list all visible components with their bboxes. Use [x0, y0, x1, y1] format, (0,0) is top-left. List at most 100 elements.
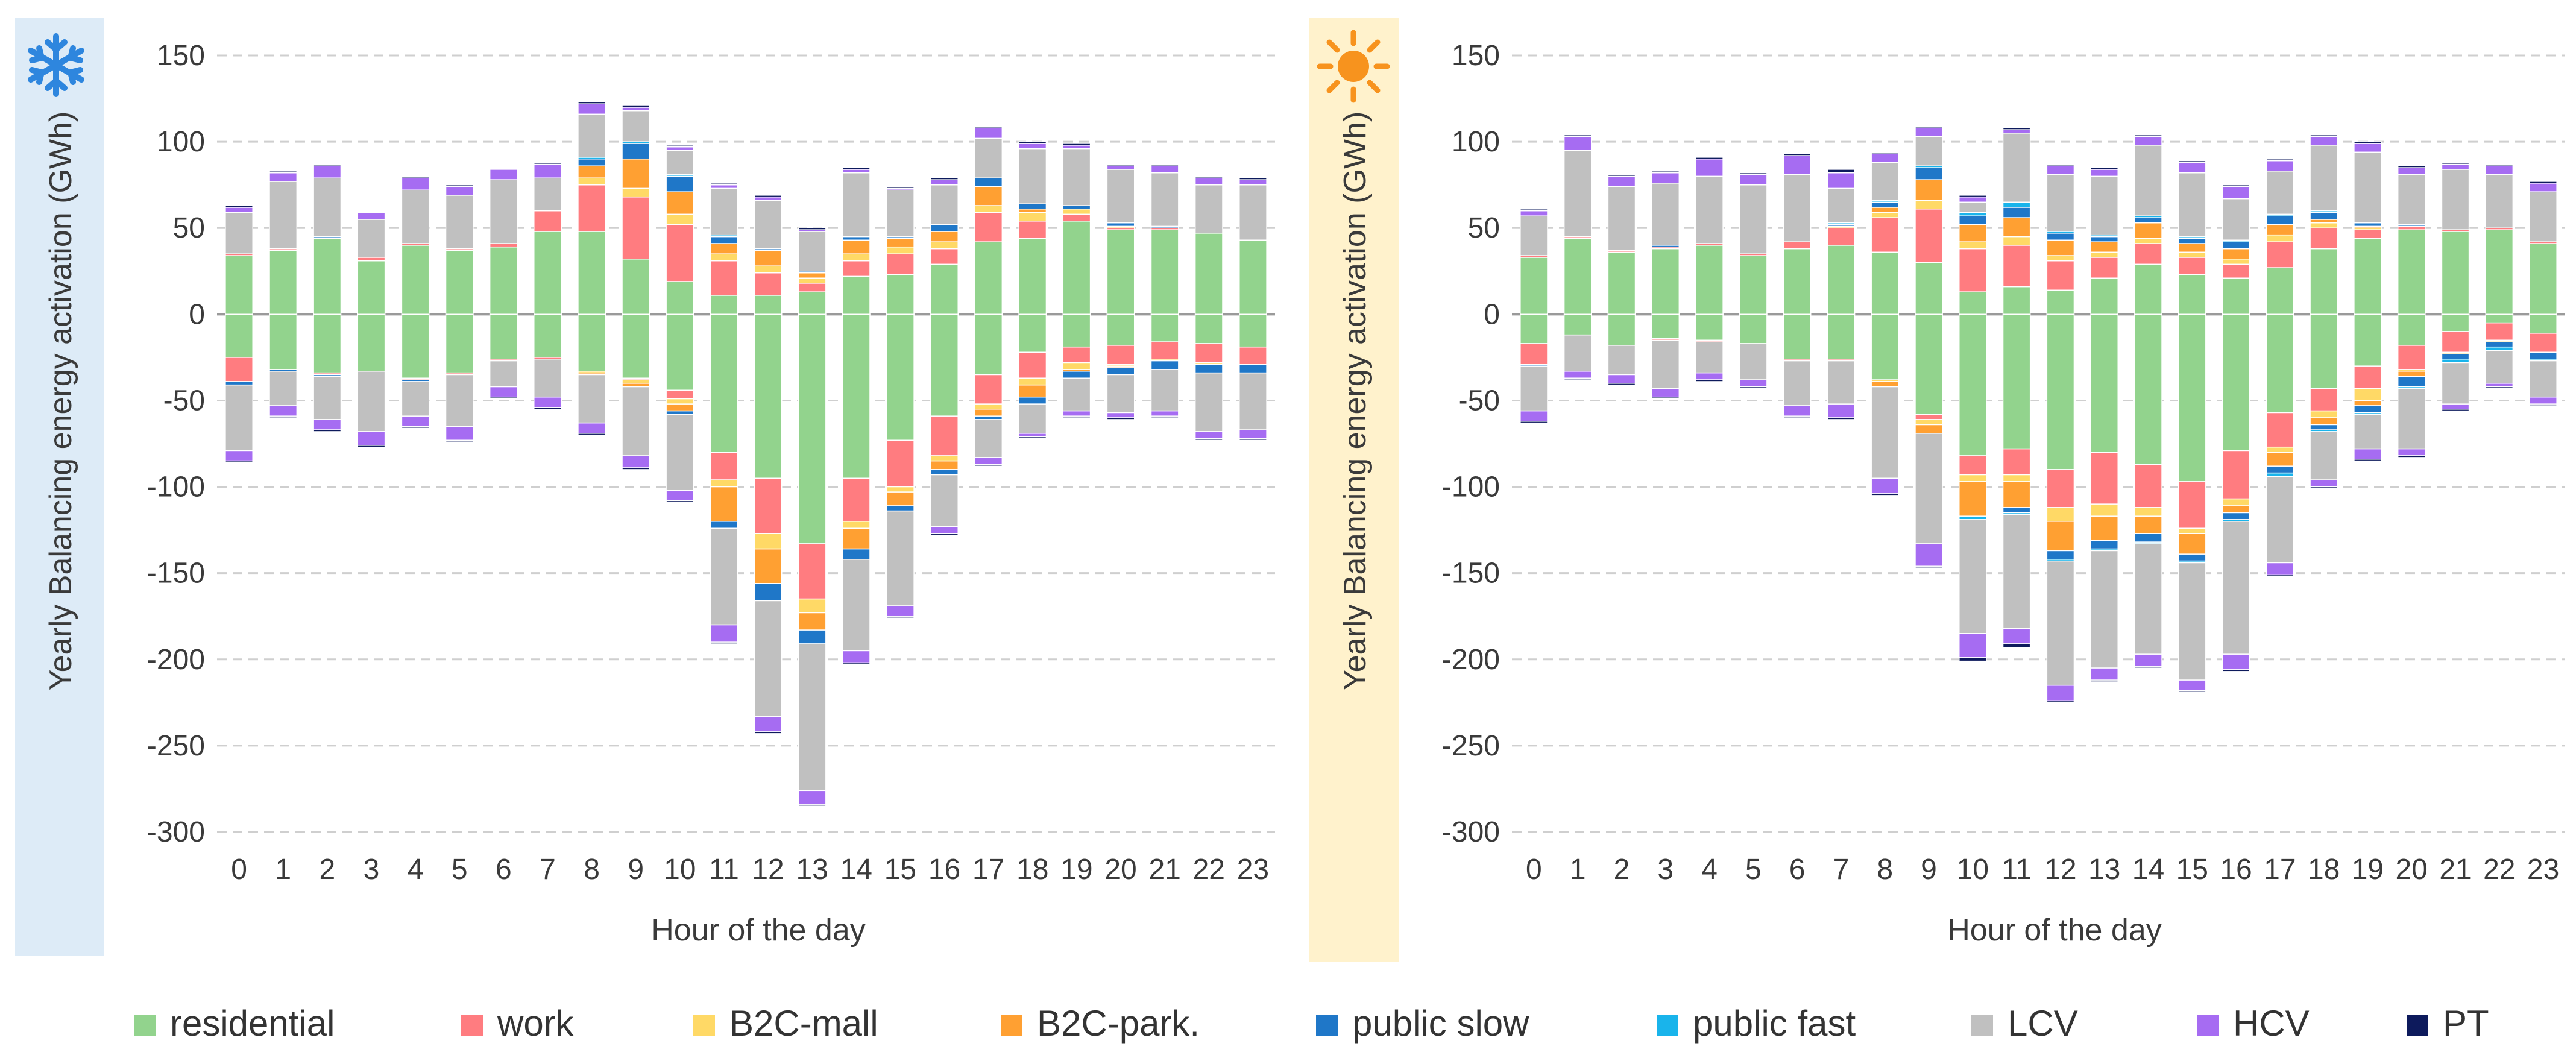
winter-bar-pt-h1	[269, 171, 298, 174]
winter-bar-work-h15	[886, 253, 915, 275]
winter-bar-residential-neg-h2	[313, 313, 342, 374]
winter-bar-hcv-neg-h5	[445, 426, 474, 441]
winter-bar-hcv-h20	[1106, 165, 1135, 170]
summer-bar-lcv-neg-h22	[2485, 350, 2514, 384]
summer-bar-residential-neg-h15	[2178, 313, 2206, 482]
winter-x-tick-label: 21	[1148, 854, 1180, 886]
summer-bar-residential-h10	[1958, 291, 1987, 315]
summer-bar-public_slow-neg-h14	[2134, 533, 2162, 543]
winter-bar-pt-h10	[666, 145, 694, 148]
legend-label-residential: residential	[170, 1003, 335, 1044]
summer-bar-residential-h18	[2310, 248, 2338, 315]
summer-bar-public_slow-neg-h11	[2002, 507, 2031, 514]
winter-bar-pt-h14	[842, 167, 871, 170]
summer-bar-lcv-h17	[2266, 171, 2294, 215]
summer-bar-lcv-neg-h2	[1607, 345, 1636, 376]
winter-bar-hcv-neg-h22	[1194, 431, 1223, 439]
summer-bar-pt-neg-h8	[1871, 493, 1900, 496]
winter-bar-public_slow-neg-h13	[798, 629, 827, 644]
winter-bar-work-h17	[974, 212, 1003, 242]
winter-bar-residential-h20	[1106, 229, 1135, 315]
summer-x-tick-label: 6	[1789, 854, 1806, 886]
summer-bar-work-neg-h23	[2529, 333, 2557, 353]
winter-bar-residential-h22	[1194, 233, 1223, 315]
summer-bar-lcv-neg-h23	[2529, 360, 2557, 398]
summer-bar-residential-neg-h23	[2529, 313, 2557, 334]
winter-bar-hcv-h4	[401, 177, 430, 191]
summer-bar-public_slow-h19	[2354, 222, 2382, 227]
winter-bar-hcv-neg-h11	[710, 624, 738, 643]
summer-bar-lcv-h19	[2354, 151, 2382, 224]
summer-bar-hcv-neg-h9	[1915, 543, 1943, 567]
winter-bar-residential-neg-h4	[401, 313, 430, 379]
summer-bar-work-h6	[1783, 241, 1812, 250]
winter-bar-b2c_park-neg-h14	[842, 527, 871, 550]
winter-y-tick-label: -200	[147, 644, 205, 676]
winter-bar-hcv-neg-h10	[666, 490, 694, 502]
winter-bar-hcv-h0	[225, 207, 253, 213]
legend-label-b2c_mall: B2C-mall	[729, 1003, 878, 1044]
winter-bar-b2c_mall-h15	[886, 246, 915, 254]
summer-bar-work-h11	[2002, 245, 2031, 288]
summer-bar-hcv-h6	[1783, 155, 1812, 175]
summer-x-tick-label: 22	[2483, 854, 2515, 886]
sun-icon	[1317, 30, 1390, 103]
winter-x-tick-label: 11	[709, 854, 739, 886]
legend: residential work B2C-mall B2C-park. public s…	[134, 1003, 2489, 1044]
winter-bar-work-neg-h16	[930, 415, 959, 456]
summer-x-tick-label: 1	[1570, 854, 1586, 886]
summer-bar-lcv-neg-h9	[1915, 433, 1943, 544]
summer-bar-lcv-h8	[1871, 162, 1900, 201]
summer-bar-public_slow-neg-h12	[2046, 550, 2075, 560]
winter-bar-hcv-neg-h9	[622, 455, 650, 468]
winter-bar-lcv-h9	[622, 110, 650, 142]
summer-bar-hcv-neg-h5	[1739, 379, 1768, 388]
winter-bar-lcv-neg-h4	[401, 381, 430, 417]
legend-swatch-pt	[2407, 1015, 2428, 1036]
summer-bar-lcv-h11	[2002, 133, 2031, 203]
winter-bar-lcv-h10	[666, 150, 694, 175]
summer-bar-residential-neg-h22	[2485, 313, 2514, 324]
summer-bar-b2c_park-neg-h19	[2354, 400, 2382, 406]
winter-bar-hcv-neg-h3	[357, 431, 386, 446]
summer-bar-lcv-h5	[1739, 184, 1768, 254]
summer-bar-lcv-neg-h10	[1958, 519, 1987, 634]
winter-bar-pt-h13	[798, 227, 827, 230]
summer-bar-residential-neg-h4	[1695, 313, 1724, 341]
winter-bar-public_slow-h8	[578, 158, 606, 166]
winter-bar-b2c_park-neg-h10	[666, 403, 694, 412]
winter-bar-residential-h14	[842, 275, 871, 315]
summer-bar-public_slow-h12	[2046, 233, 2075, 241]
summer-bar-pt-h12	[2046, 163, 2075, 166]
summer-bar-b2c_park-h8	[1871, 207, 1900, 213]
summer-bar-residential-h7	[1827, 245, 1856, 315]
winter-bar-residential-h6	[489, 246, 518, 315]
summer-bar-work-neg-h22	[2485, 322, 2514, 341]
winter-bar-lcv-h11	[710, 187, 738, 236]
winter-bar-lcv-h8	[578, 113, 606, 158]
summer-bar-lcv-neg-h0	[1520, 365, 1548, 412]
winter-bar-b2c_park-neg-h17	[974, 409, 1003, 417]
summer-y-tick-label: 150	[1452, 40, 1500, 72]
winter-bar-lcv-h12	[754, 200, 783, 250]
winter-bar-residential-h1	[269, 250, 298, 315]
summer-bar-b2c_mall-h17	[2266, 234, 2294, 242]
summer-bar-hcv-h9	[1915, 127, 1943, 137]
winter-bar-work-neg-h14	[842, 477, 871, 522]
winter-bar-hcv-neg-h6	[489, 386, 518, 398]
winter-bar-hcv-h10	[666, 146, 694, 151]
winter-bar-pt-h21	[1150, 163, 1179, 166]
winter-bar-work-neg-h23	[1239, 346, 1267, 365]
winter-x-tick-label: 22	[1193, 854, 1225, 886]
summer-bar-hcv-h1	[1563, 136, 1592, 151]
winter-bar-public_slow-neg-h14	[842, 548, 871, 560]
summer-bar-residential-neg-h19	[2354, 313, 2382, 367]
summer-bar-public_fast-neg-h10	[1958, 515, 1987, 520]
winter-bar-lcv-h23	[1239, 184, 1267, 241]
winter-bar-residential-h2	[313, 238, 342, 315]
winter-bar-pt-neg-h5	[445, 439, 474, 442]
winter-bar-residential-h3	[357, 260, 386, 315]
legend-swatch-lcv	[1971, 1015, 1993, 1036]
winter-bar-public_slow-neg-h23	[1239, 364, 1267, 374]
summer-bar-residential-h0	[1520, 257, 1548, 315]
